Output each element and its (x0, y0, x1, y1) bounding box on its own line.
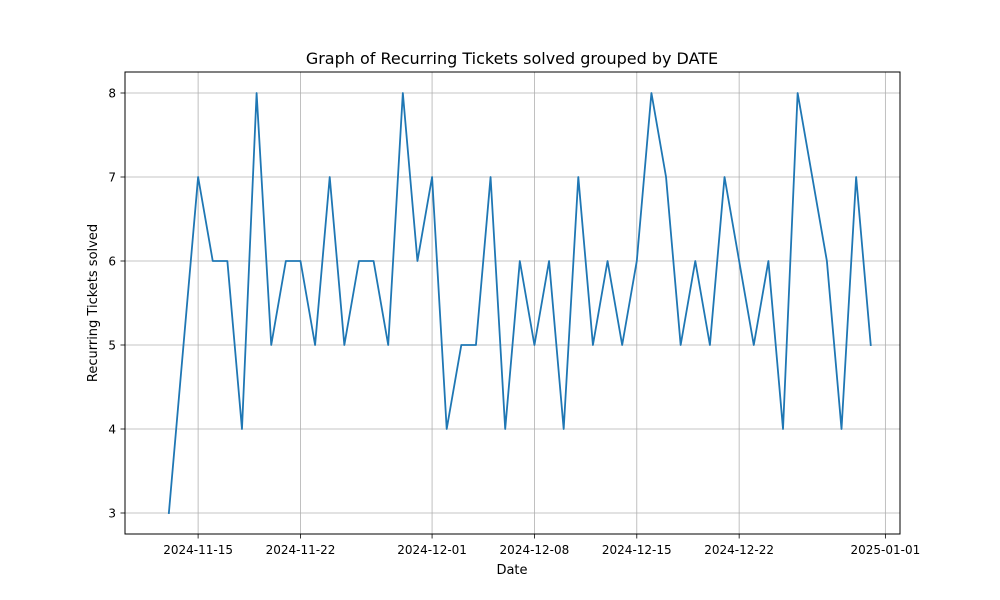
y-tick-label: 6 (108, 255, 116, 269)
data-point (329, 176, 331, 178)
data-point (563, 428, 565, 430)
data-point (533, 344, 535, 346)
data-point (855, 176, 857, 178)
data-point (826, 260, 828, 262)
x-axis-label: Date (496, 563, 527, 578)
data-point (314, 344, 316, 346)
data-point (387, 344, 389, 346)
data-point (402, 92, 404, 94)
data-point (782, 428, 784, 430)
data-point (460, 344, 462, 346)
data-point (285, 260, 287, 262)
x-tick-label: 2024-11-22 (266, 543, 336, 557)
data-point (694, 260, 696, 262)
x-tick-label: 2024-12-08 (500, 543, 570, 557)
data-point (797, 92, 799, 94)
x-tick-label: 2024-12-22 (704, 543, 774, 557)
data-point (841, 428, 843, 430)
data-point (680, 344, 682, 346)
data-point (504, 428, 506, 430)
x-tick-label: 2024-11-15 (163, 543, 233, 557)
data-point (256, 92, 258, 94)
data-point (621, 344, 623, 346)
series-line (167, 92, 872, 514)
data-point (577, 176, 579, 178)
data-point (665, 176, 667, 178)
data-point (490, 176, 492, 178)
data-point (724, 176, 726, 178)
data-point (475, 344, 477, 346)
data-point (548, 260, 550, 262)
data-point (519, 260, 521, 262)
y-tick-label: 8 (108, 87, 116, 101)
data-point (446, 428, 448, 430)
x-tick-label: 2025-01-01 (851, 543, 921, 557)
data-point (373, 260, 375, 262)
data-point (241, 428, 243, 430)
data-point (168, 512, 170, 514)
data-point (709, 344, 711, 346)
data-point (607, 260, 609, 262)
data-point (343, 344, 345, 346)
plot-frame (124, 71, 901, 535)
y-tick-label: 4 (108, 423, 116, 437)
data-point (753, 344, 755, 346)
series-layer (167, 92, 872, 514)
data-point (212, 260, 214, 262)
data-point (197, 176, 199, 178)
grid-layer (125, 72, 900, 534)
data-point (299, 260, 301, 262)
data-point (270, 344, 272, 346)
data-point (416, 260, 418, 262)
y-axis-label: Recurring Tickets solved (86, 224, 101, 382)
data-point (767, 260, 769, 262)
axis-layer: 2024-11-15 2024-11-22 2024-12-01 2024-12-08… (108, 87, 920, 558)
y-tick-label: 3 (108, 507, 116, 521)
data-point (226, 260, 228, 262)
data-point (870, 344, 872, 346)
x-tick-label: 2024-12-01 (397, 543, 467, 557)
data-point (358, 260, 360, 262)
data-point (431, 176, 433, 178)
chart-title: Graph of Recurring Tickets solved groupe… (306, 49, 718, 68)
data-point (636, 260, 638, 262)
data-point (592, 344, 594, 346)
y-tick-label: 7 (108, 171, 116, 185)
data-point (650, 92, 652, 94)
x-tick-label: 2024-12-15 (602, 543, 672, 557)
y-tick-label: 5 (108, 339, 116, 353)
